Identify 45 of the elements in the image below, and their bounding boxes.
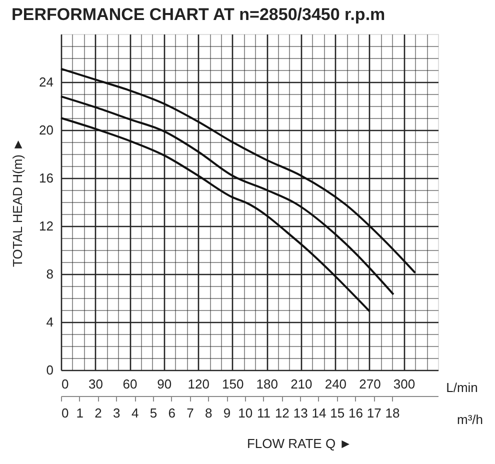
line-series xyxy=(60,68,416,274)
y-tick-label: 20 xyxy=(39,122,54,138)
x-tick-label: 210 xyxy=(290,376,312,392)
x-tick-label: 60 xyxy=(122,376,138,392)
x-tick-label: 150 xyxy=(222,376,244,392)
x2-tick-label: 17 xyxy=(366,406,382,420)
y-tick-label: 4 xyxy=(46,314,54,330)
x2-tick-label: 18 xyxy=(385,406,400,420)
x2-tick-label: 12 xyxy=(274,406,290,420)
x2-tick-label: 6 xyxy=(168,406,176,420)
x-tick-label: 120 xyxy=(188,376,210,392)
x2-tick-label: 13 xyxy=(293,406,308,420)
x2-tick-label: 11 xyxy=(257,406,271,420)
y-tick-label: 0 xyxy=(46,362,54,378)
x2-tick-label: 9 xyxy=(223,406,231,420)
x2-tick-label: 16 xyxy=(348,406,363,420)
x-tick-label: 180 xyxy=(256,376,278,392)
x-tick-label: 0 xyxy=(62,376,69,392)
y-tick-label: 12 xyxy=(39,218,54,234)
x-tick-label: 240 xyxy=(324,376,347,392)
x-tick-label: 90 xyxy=(157,376,172,392)
x2-tick-label: 8 xyxy=(205,406,212,420)
x-tick-label: 30 xyxy=(88,376,104,392)
chart-title: PERFORMANCE CHART AT n=2850/3450 r.p.m xyxy=(12,5,386,24)
text: L/min xyxy=(446,380,478,395)
x2-tick-label: 2 xyxy=(94,406,102,420)
x2-tick-label: 10 xyxy=(238,406,253,420)
x-tick-label: 300 xyxy=(393,376,416,392)
x2-tick-label: 15 xyxy=(330,406,345,420)
x2-tick-label: 1 xyxy=(76,406,84,420)
y-tick-label: 24 xyxy=(39,74,54,90)
y-axis-title: TOTAL HEAD H(m) ► xyxy=(10,138,26,267)
x2-tick-label: 5 xyxy=(150,406,158,420)
x2-tick-label: 3 xyxy=(113,406,120,420)
text: m³/h xyxy=(457,412,483,427)
y-tick-label: 8 xyxy=(46,266,54,282)
line-series xyxy=(60,117,370,312)
line-series xyxy=(60,95,394,296)
y-tick-label: 16 xyxy=(39,170,54,186)
x2-tick-label: 0 xyxy=(62,406,69,420)
x2-tick-label: 4 xyxy=(131,406,139,420)
x2-tick-label: 14 xyxy=(312,406,326,420)
x2-tick-label: 7 xyxy=(186,406,194,420)
x-axis-title: FLOW RATE Q ► xyxy=(246,436,352,451)
x-tick-label: 270 xyxy=(359,376,381,392)
